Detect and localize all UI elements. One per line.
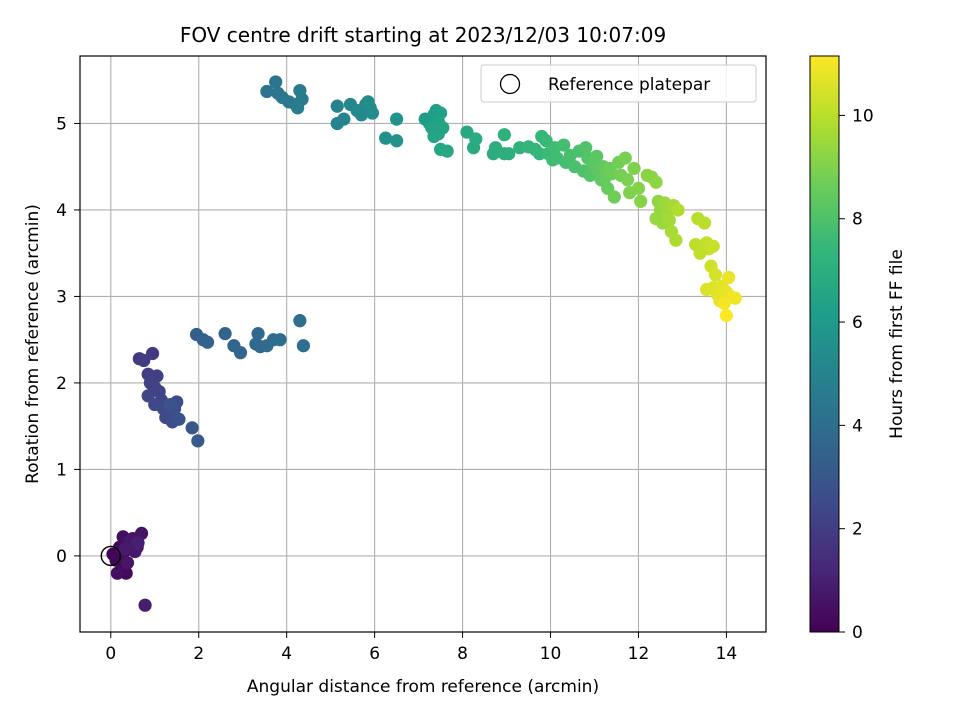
scatter-point: [719, 308, 734, 323]
scatter-point: [631, 181, 646, 195]
legend: Reference platepar: [480, 64, 757, 103]
colorbar-tick-label: 0: [852, 623, 863, 643]
scatter-point: [427, 129, 441, 144]
scatter-point: [634, 194, 648, 208]
colorbar-label: Hours from first FF file: [887, 249, 907, 439]
scatter-point: [218, 327, 232, 341]
x-tick-label: 2: [193, 644, 204, 664]
y-tick-label: 2: [56, 374, 67, 394]
scatter-point: [118, 542, 132, 556]
y-tick-label: 3: [56, 287, 67, 307]
y-tick-label: 1: [56, 460, 67, 480]
scatter-point: [590, 149, 604, 163]
colorbar-tick-label: 6: [852, 313, 863, 333]
scatter-point: [251, 327, 265, 341]
scatter-point: [697, 216, 712, 230]
scatter-point: [497, 128, 511, 142]
scatter-point: [706, 239, 720, 253]
x-axis-label: Angular distance from reference (arcmin): [247, 677, 599, 697]
scatter-point: [469, 132, 483, 146]
colorbar-ticks: 0 2 4 6 8 10: [839, 106, 874, 643]
scatter-point: [620, 173, 635, 187]
x-tick-label: 8: [457, 644, 468, 664]
y-tick-label: 4: [56, 201, 67, 221]
scatter-point: [200, 335, 215, 349]
y-axis-label: Rotation from reference (arcmin): [23, 204, 43, 484]
scatter-point: [627, 161, 641, 176]
scatter-point: [728, 291, 742, 305]
scatter-point: [708, 268, 723, 282]
scatter-point: [110, 566, 124, 580]
colorbar-gradient: [809, 55, 840, 633]
y-axis-ticks: 0 1 2 3 4 5: [56, 114, 80, 567]
scatter-point: [365, 106, 380, 120]
scatter-point: [361, 95, 375, 109]
plot-frame-bg: [80, 56, 766, 632]
scatter-point: [722, 270, 736, 285]
scatter-point: [269, 75, 283, 89]
x-tick-label: 6: [369, 644, 380, 664]
scatter-point: [557, 138, 571, 152]
scatter-point: [440, 144, 454, 158]
colorbar: 0 2 4 6 8 10 Hours from first FF file: [809, 55, 907, 643]
x-tick-label: 4: [281, 644, 292, 664]
y-tick-label: 5: [56, 114, 67, 134]
scatter-point: [163, 397, 177, 412]
scatter-point: [296, 339, 310, 353]
x-axis-ticks: 0 2 4 6 8 10 12 14: [105, 632, 737, 664]
scatter-point: [273, 333, 287, 347]
scatter-point: [185, 421, 199, 435]
scatter-point: [671, 203, 685, 217]
x-tick-label: 12: [628, 644, 650, 664]
scatter-point: [137, 353, 151, 368]
chart-title: FOV centre drift starting at 2023/12/03 …: [180, 23, 666, 47]
data-points: [106, 75, 742, 612]
scatter-point: [120, 556, 135, 570]
x-tick-label: 14: [716, 644, 738, 664]
colorbar-tick-label: 4: [852, 416, 863, 436]
legend-marker: [499, 73, 521, 95]
scatter-point: [330, 99, 344, 113]
scatter-point: [260, 84, 274, 99]
scatter-point: [390, 112, 404, 126]
scatter-point: [191, 434, 205, 448]
reference-marker-group: [100, 545, 121, 567]
scatter-point: [379, 131, 393, 145]
scatter-point: [131, 536, 145, 550]
scatter-point: [436, 121, 450, 135]
colorbar-tick-label: 8: [852, 210, 863, 230]
scatter-point: [717, 296, 731, 310]
plot-frame: [79, 55, 767, 633]
scatter-point: [662, 213, 676, 227]
scatter-point: [669, 233, 683, 247]
x-tick-label: 0: [105, 644, 116, 664]
reference-platepar-marker: [100, 545, 121, 567]
scatter-point: [502, 147, 516, 161]
scatter-point: [618, 151, 632, 165]
scatter-point: [172, 412, 186, 426]
legend-label: Reference platepar: [548, 75, 710, 95]
colorbar-tick-label: 2: [852, 520, 863, 540]
y-tick-label: 0: [56, 547, 67, 567]
legend-box: [480, 64, 757, 103]
scatter-point: [607, 190, 621, 204]
scatter-point: [649, 175, 663, 189]
scatter-point: [337, 112, 351, 126]
scatter-point: [293, 314, 307, 328]
scatter-point: [138, 598, 152, 612]
x-tick-label: 10: [540, 644, 562, 664]
scatter-point: [233, 346, 248, 360]
scatter-point: [579, 141, 593, 155]
colorbar-tick-label: 10: [852, 106, 874, 126]
scatter-point: [291, 101, 305, 115]
scatter-point: [390, 134, 404, 148]
